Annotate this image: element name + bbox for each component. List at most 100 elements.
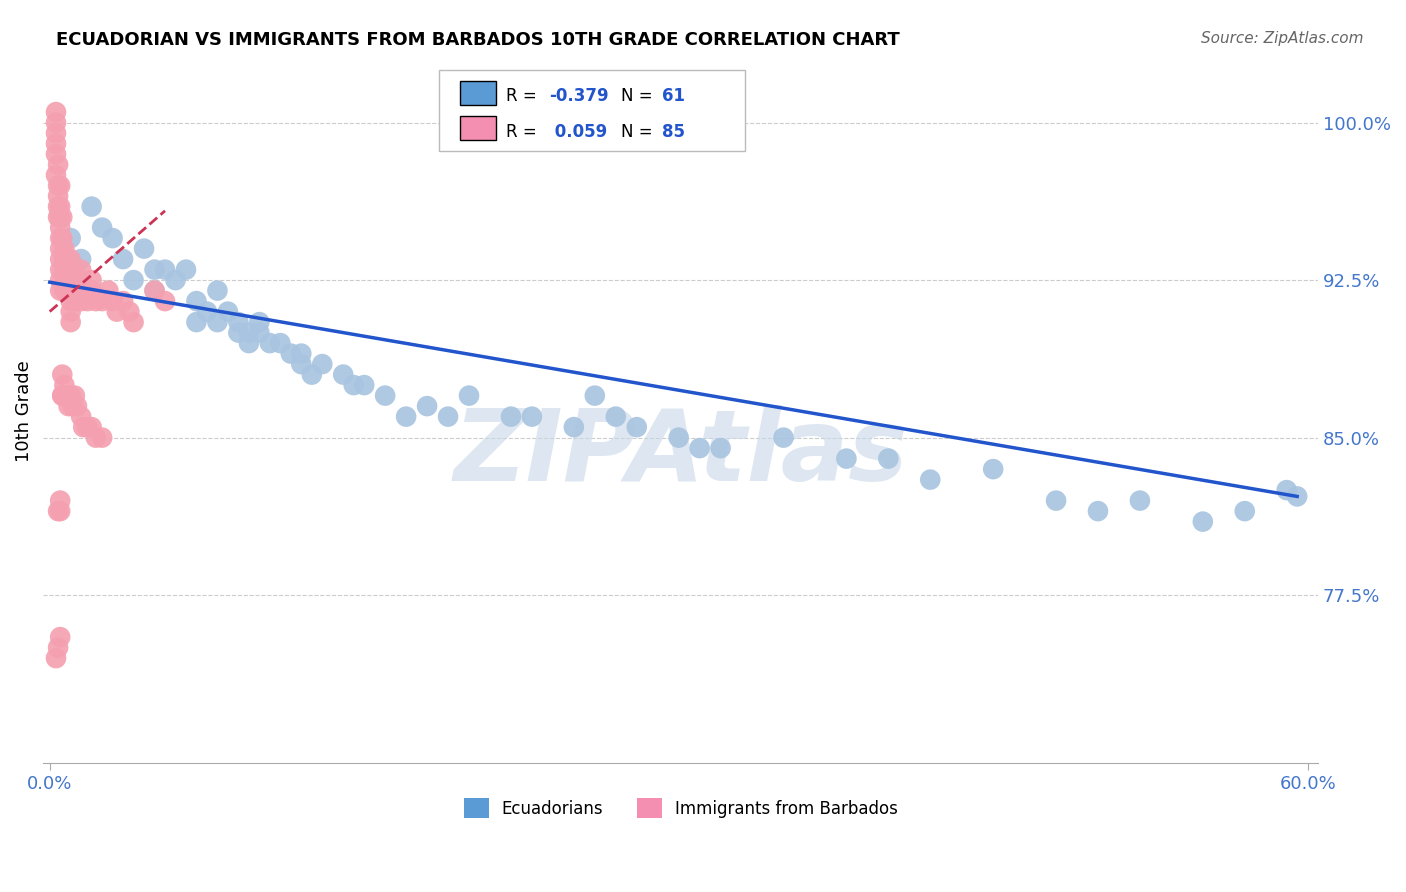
Legend: Ecuadorians, Immigrants from Barbados: Ecuadorians, Immigrants from Barbados xyxy=(457,791,904,825)
Point xyxy=(80,273,103,287)
Text: Source: ZipAtlas.com: Source: ZipAtlas.com xyxy=(1201,31,1364,46)
Point xyxy=(153,262,176,277)
Point xyxy=(53,262,76,277)
Point xyxy=(186,315,208,329)
Point xyxy=(772,431,794,445)
Point xyxy=(520,409,543,424)
Point xyxy=(353,378,375,392)
Point xyxy=(1275,483,1298,497)
Point xyxy=(46,640,69,655)
Point xyxy=(70,294,93,309)
Point xyxy=(689,441,711,455)
Point xyxy=(228,315,250,329)
Point xyxy=(311,357,333,371)
Point xyxy=(63,294,86,309)
Point xyxy=(207,315,229,329)
Point xyxy=(1087,504,1109,518)
Text: -0.379: -0.379 xyxy=(550,87,609,105)
Y-axis label: 10th Grade: 10th Grade xyxy=(15,360,32,462)
Point xyxy=(53,284,76,298)
Point xyxy=(51,389,73,403)
Point xyxy=(59,294,82,309)
Point xyxy=(122,273,145,287)
Point xyxy=(101,231,124,245)
Point xyxy=(58,262,80,277)
Point xyxy=(1233,504,1256,518)
Point xyxy=(247,326,270,340)
Point xyxy=(80,284,103,298)
Point xyxy=(51,231,73,245)
FancyBboxPatch shape xyxy=(439,70,745,151)
Point xyxy=(1191,515,1213,529)
Point xyxy=(49,504,72,518)
Point xyxy=(105,304,128,318)
FancyBboxPatch shape xyxy=(460,80,496,105)
Text: R =: R = xyxy=(506,87,543,105)
Point xyxy=(877,451,900,466)
Point xyxy=(70,252,93,266)
Point xyxy=(46,210,69,224)
Point xyxy=(84,431,107,445)
Point xyxy=(72,420,94,434)
Point xyxy=(59,284,82,298)
Point xyxy=(53,242,76,256)
Point xyxy=(416,399,439,413)
Point xyxy=(51,210,73,224)
Point xyxy=(70,262,93,277)
Point xyxy=(97,284,120,298)
Point xyxy=(437,409,460,424)
Point xyxy=(238,336,260,351)
Point xyxy=(374,389,396,403)
Point xyxy=(143,284,166,298)
Point xyxy=(59,231,82,245)
Point xyxy=(112,294,135,309)
Point xyxy=(70,409,93,424)
Point xyxy=(76,294,98,309)
Point xyxy=(45,126,67,140)
Point xyxy=(46,200,69,214)
Point xyxy=(118,304,141,318)
Point xyxy=(80,420,103,434)
Point xyxy=(46,504,69,518)
Point xyxy=(153,294,176,309)
Point xyxy=(49,493,72,508)
Point xyxy=(51,368,73,382)
Point xyxy=(626,420,648,434)
Point xyxy=(63,273,86,287)
Text: 0.059: 0.059 xyxy=(550,123,607,141)
Point xyxy=(247,315,270,329)
Point xyxy=(45,168,67,182)
Point xyxy=(101,294,124,309)
Point xyxy=(562,420,585,434)
Point xyxy=(45,651,67,665)
Point xyxy=(332,368,354,382)
Point xyxy=(53,389,76,403)
Point xyxy=(174,262,197,277)
Point xyxy=(259,336,281,351)
Point xyxy=(63,262,86,277)
Text: N =: N = xyxy=(621,123,658,141)
Point xyxy=(49,178,72,193)
Point xyxy=(49,200,72,214)
Point xyxy=(395,409,418,424)
Point xyxy=(49,252,72,266)
Point xyxy=(165,273,187,287)
Point xyxy=(55,389,77,403)
Point xyxy=(58,273,80,287)
Point xyxy=(80,200,103,214)
Point xyxy=(76,420,98,434)
Point xyxy=(1045,493,1067,508)
Point xyxy=(301,368,323,382)
Point xyxy=(84,294,107,309)
Point xyxy=(59,315,82,329)
Point xyxy=(70,273,93,287)
Point xyxy=(668,431,690,445)
Point xyxy=(186,294,208,309)
Point xyxy=(59,252,82,266)
Point xyxy=(49,242,72,256)
Point xyxy=(45,136,67,151)
Point xyxy=(499,409,522,424)
Point xyxy=(280,346,302,360)
Point xyxy=(112,252,135,266)
Point xyxy=(46,158,69,172)
